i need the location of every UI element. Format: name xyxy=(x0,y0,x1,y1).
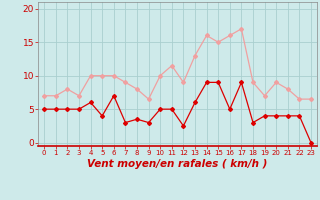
X-axis label: Vent moyen/en rafales ( km/h ): Vent moyen/en rafales ( km/h ) xyxy=(87,159,268,169)
